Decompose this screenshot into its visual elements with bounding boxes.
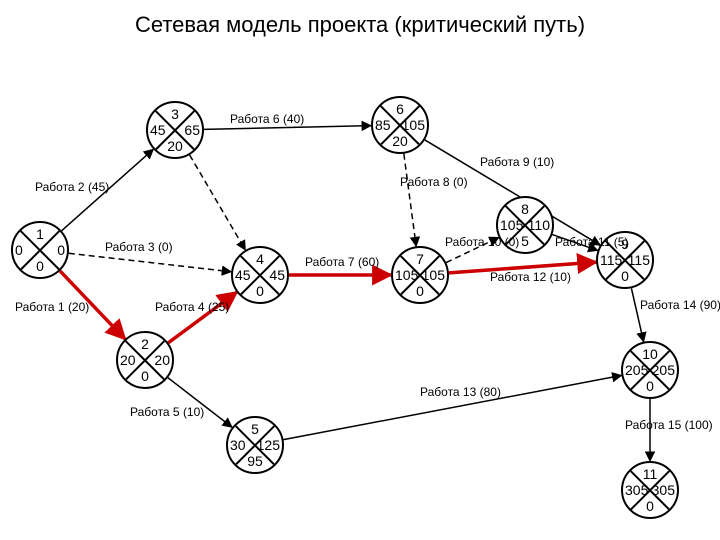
edge-label-6: Работа 6 (40) [230, 112, 304, 126]
edge-label-1: Работа 1 (20) [15, 300, 89, 314]
node-6-left: 85 [375, 118, 391, 132]
node-7: 7 105 105 0 [391, 246, 449, 304]
node-7-top: 7 [416, 252, 424, 266]
edge-label-2: Работа 2 (45) [35, 180, 109, 194]
edge-label-11: Работа 11 (5) [555, 235, 628, 249]
node-7-left: 105 [395, 268, 418, 282]
node-5-top: 5 [251, 422, 259, 436]
node-2-top: 2 [141, 337, 149, 351]
node-5-right: 125 [257, 438, 280, 452]
node-8-left: 105 [500, 218, 523, 232]
node-4: 4 45 45 0 [231, 246, 289, 304]
node-3-bottom: 20 [167, 139, 183, 153]
node-6-right: 105 [402, 118, 425, 132]
node-2-left: 20 [120, 353, 136, 367]
node-3-top: 3 [171, 107, 179, 121]
node-7-bottom: 0 [416, 284, 424, 298]
node-4-left: 45 [235, 268, 251, 282]
edge-label-12: Работа 12 (10) [490, 270, 571, 284]
node-1-top: 1 [36, 227, 44, 241]
edge-3-6 [204, 126, 371, 130]
edge-label-15: Работа 15 (100) [625, 418, 713, 432]
node-4-top: 4 [256, 252, 264, 266]
node-2: 2 20 20 0 [116, 331, 174, 389]
edge-2-5 [168, 378, 232, 428]
node-1-right: 0 [57, 243, 65, 257]
node-5-left: 30 [230, 438, 246, 452]
node-1-left: 0 [15, 243, 23, 257]
edge-6-7 [404, 154, 416, 247]
node-10: 10 205 205 0 [621, 341, 679, 399]
node-1: 1000 [11, 221, 69, 279]
node-9-bottom: 0 [621, 269, 629, 283]
node-8-right: 110 [528, 218, 550, 232]
node-11-right: 305 [652, 483, 675, 497]
node-2-right: 20 [154, 353, 170, 367]
edge-label-9: Работа 9 (10) [480, 155, 554, 169]
edge-9-10 [631, 288, 643, 341]
node-7-right: 105 [422, 268, 445, 282]
diagram-title: Сетевая модель проекта (критический путь… [0, 12, 720, 38]
edge-label-3: Работа 3 (0) [105, 240, 173, 254]
edge-label-7: Работа 7 (60) [305, 255, 379, 269]
edge-label-10: Работа 10 (0) [445, 235, 519, 249]
node-6-top: 6 [396, 102, 404, 116]
node-2-bottom: 0 [141, 369, 149, 383]
node-10-right: 205 [652, 363, 675, 377]
node-9-left: 115 [600, 253, 622, 267]
node-3-right: 65 [184, 123, 200, 137]
node-3: 3 45 6520 [146, 101, 204, 159]
node-11-top: 11 [643, 467, 658, 481]
node-4-bottom: 0 [256, 284, 264, 298]
node-4-right: 45 [269, 268, 285, 282]
node-11-left: 305 [625, 483, 648, 497]
edge-label-5: Работа 5 (10) [130, 405, 204, 419]
node-9-right: 115 [628, 253, 650, 267]
edge-label-14: Работа 14 (90) [640, 298, 720, 312]
node-8-top: 8 [521, 202, 529, 216]
edge-label-4: Работа 4 (25) [155, 300, 229, 314]
edge-1-4 [69, 253, 231, 271]
node-10-top: 10 [642, 347, 658, 361]
node-8-bottom: 5 [521, 234, 529, 248]
node-3-left: 45 [150, 123, 166, 137]
node-5: 5 30 125 95 [226, 416, 284, 474]
node-10-left: 205 [625, 363, 648, 377]
node-11-bottom: 0 [646, 499, 654, 513]
node-5-bottom: 95 [247, 454, 263, 468]
edge-label-13: Работа 13 (80) [420, 385, 501, 399]
edge-3-4 [190, 155, 246, 250]
node-6-bottom: 20 [392, 134, 408, 148]
node-1-bottom: 0 [36, 259, 44, 273]
node-6: 6 85 105 20 [371, 96, 429, 154]
node-10-bottom: 0 [646, 379, 654, 393]
node-11: 11 305 305 0 [621, 461, 679, 519]
edge-label-8: Работа 8 (0) [400, 175, 468, 189]
